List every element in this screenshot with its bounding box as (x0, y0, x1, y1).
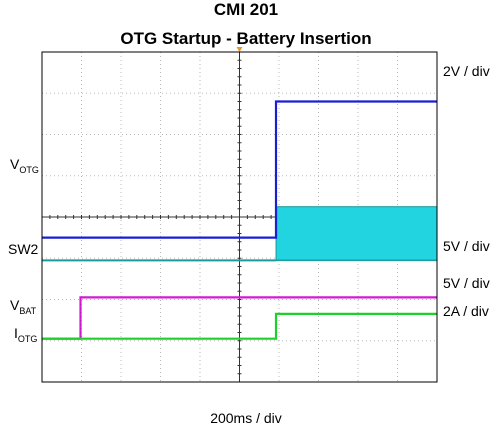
chart-title: CMI 201 (213, 0, 279, 19)
vbat-label: VBAT (10, 297, 37, 316)
plot-border (41, 51, 438, 383)
trigger-marker (236, 47, 243, 52)
vbat-scale: 5V / div (443, 275, 490, 291)
iotg-label: IOTG (14, 325, 38, 344)
votg-label: VOTG (10, 156, 39, 175)
votg-scale: 2V / div (443, 63, 490, 79)
sw2-switching-band (275, 206, 438, 261)
iotg-trace (42, 312, 437, 340)
sw2-label: SW2 (8, 241, 39, 257)
x-scale-label: 200ms / div (210, 410, 282, 426)
sw2-scale: 5V / div (443, 238, 490, 254)
votg-trace (42, 100, 437, 239)
iotg-scale: 2A / div (443, 303, 489, 319)
chart-subtitle: OTG Startup - Battery Insertion (120, 29, 372, 48)
